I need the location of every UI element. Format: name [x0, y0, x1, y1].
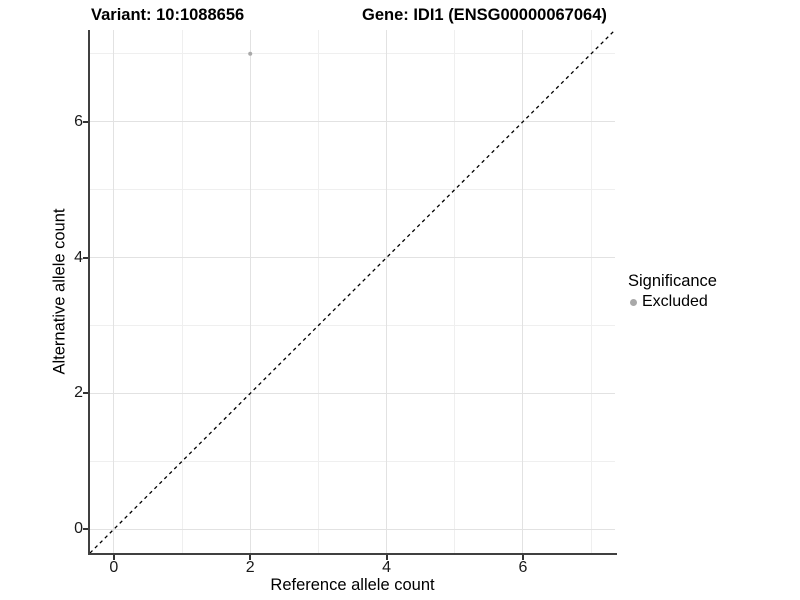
y-axis-title: Alternative allele count — [50, 208, 69, 375]
gridline-vertical — [113, 30, 115, 553]
y-tick-mark — [83, 120, 88, 123]
gridline-vertical — [249, 30, 251, 553]
gridline-horizontal — [90, 528, 615, 530]
gridline-vertical — [181, 30, 183, 553]
gridline-vertical — [454, 30, 456, 553]
data-point — [248, 51, 253, 56]
legend-title: Significance — [628, 272, 717, 290]
y-tick-label: 4 — [74, 248, 83, 266]
gridline-horizontal — [90, 392, 615, 394]
y-tick-mark — [83, 256, 88, 259]
x-tick-label: 0 — [109, 559, 119, 576]
gridline-vertical — [317, 30, 319, 553]
y-tick-mark — [83, 392, 88, 395]
gridline-horizontal — [90, 257, 615, 259]
plot-panel — [90, 30, 615, 553]
gridline-vertical — [590, 30, 592, 553]
x-tick-mark — [521, 555, 524, 560]
y-axis-line — [88, 30, 90, 555]
gridline-horizontal — [90, 121, 615, 123]
gridline-horizontal — [90, 324, 615, 326]
plot-title-gene: Gene: IDI1 (ENSG00000067064) — [362, 6, 607, 24]
plot-title-variant: Variant: 10:1088656 — [91, 6, 245, 24]
identity-reference-line — [90, 30, 615, 553]
gridline-horizontal — [90, 460, 615, 462]
plot-area-svg — [90, 30, 615, 553]
x-tick-label: 4 — [382, 559, 392, 576]
y-tick-mark — [83, 528, 88, 531]
y-tick-label: 6 — [74, 112, 83, 130]
y-tick-label: 2 — [74, 384, 83, 402]
x-axis-line — [88, 553, 617, 555]
x-tick-label: 6 — [518, 559, 528, 576]
legend-item: Excluded — [628, 293, 717, 311]
gridline-vertical — [522, 30, 524, 553]
legend-items: Excluded — [628, 293, 717, 311]
x-tick-mark — [112, 555, 115, 560]
x-tick-label: 2 — [245, 559, 255, 576]
x-axis-title: Reference allele count — [270, 576, 435, 594]
legend-item-label: Excluded — [642, 293, 708, 310]
x-tick-mark — [249, 555, 252, 560]
gridline-vertical — [386, 30, 388, 553]
gridline-horizontal — [90, 189, 615, 191]
gridline-horizontal — [90, 53, 615, 55]
legend: Significance Excluded — [628, 272, 717, 311]
x-tick-mark — [385, 555, 388, 560]
legend-point-icon — [630, 298, 637, 306]
y-tick-label: 0 — [74, 520, 83, 538]
